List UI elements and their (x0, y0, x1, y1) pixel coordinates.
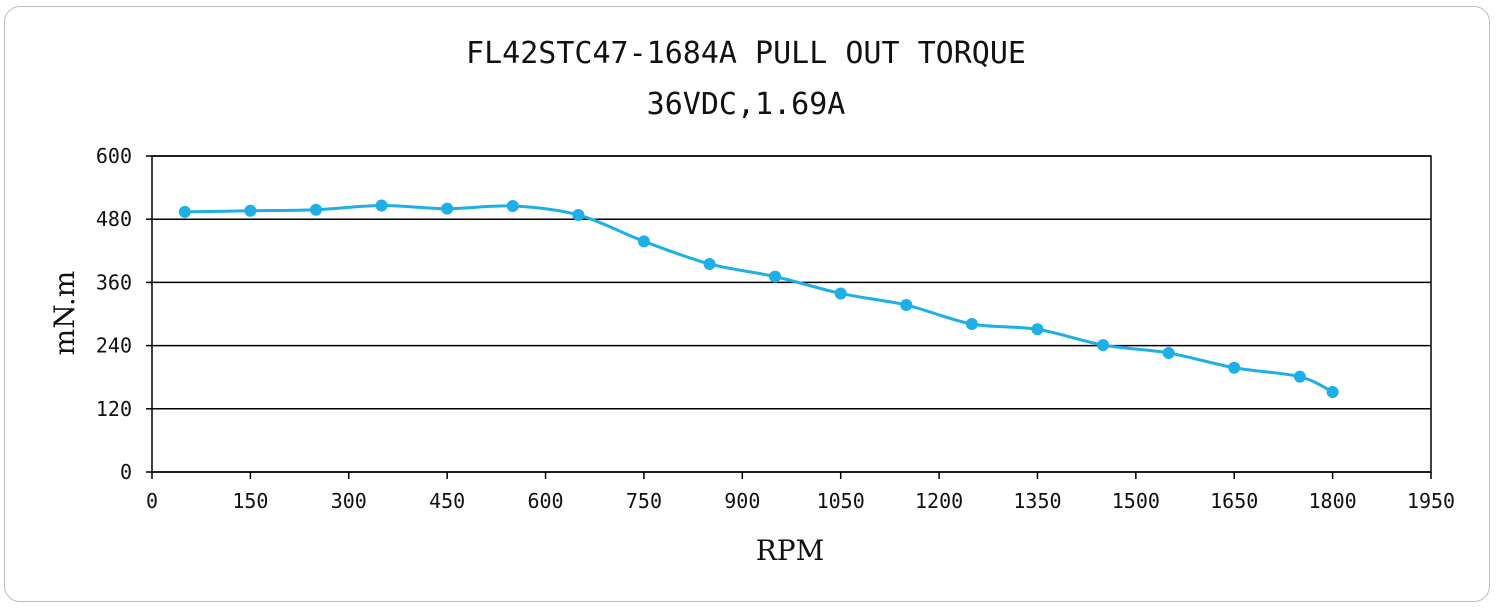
x-tick-label: 1650 (1210, 489, 1258, 513)
plot-area (151, 155, 1432, 473)
x-tick-label: 1200 (915, 489, 963, 513)
y-tick-label: 600 (96, 144, 132, 168)
data-point (1031, 323, 1044, 336)
data-point (375, 199, 388, 212)
y-tick-label: 0 (120, 460, 132, 484)
data-point (1293, 370, 1306, 383)
x-tick-label: 900 (724, 489, 760, 513)
data-point (309, 203, 322, 216)
data-point (769, 270, 782, 283)
x-tick-label: 600 (527, 489, 563, 513)
x-tick-label: 0 (146, 489, 158, 513)
chart-subtitle: 36VDC,1.69A (647, 87, 846, 122)
torque-curve (184, 204, 1334, 394)
x-tick-label: 450 (429, 489, 465, 513)
x-tick-label: 1500 (1112, 489, 1160, 513)
x-tick-label: 1050 (817, 489, 865, 513)
x-tick-label: 1950 (1407, 489, 1455, 513)
x-axis: 0 150 300 450 600 750 900 1050 1200 1350 1500 1650 1… (146, 472, 1455, 513)
y-tick-label: 480 (96, 207, 132, 231)
x-tick-label: 1350 (1013, 489, 1061, 513)
data-point (244, 204, 257, 217)
y-tick-label: 360 (96, 270, 132, 294)
data-point (900, 299, 913, 312)
x-tick-label: 300 (331, 489, 367, 513)
data-point (1097, 339, 1110, 352)
data-point (178, 205, 191, 218)
y-axis-label: mN.m (48, 271, 81, 356)
y-tick-label: 120 (96, 397, 132, 421)
chart-title: FL42STC47-1684A PULL OUT TORQUE (466, 36, 1026, 71)
data-point (1228, 361, 1241, 374)
data-point (637, 235, 650, 248)
x-tick-label: 750 (626, 489, 662, 513)
data-point (572, 208, 585, 221)
data-point (1326, 385, 1339, 398)
y-axis: 0 120 240 360 480 600 (96, 144, 152, 484)
gridlines (152, 155, 1431, 473)
y-tick-label: 240 (96, 334, 132, 358)
data-point (441, 202, 454, 215)
data-points (178, 199, 1339, 398)
chart-frame (4, 6, 1490, 602)
data-point (965, 318, 978, 331)
data-point (703, 257, 716, 270)
x-tick-label: 1800 (1309, 489, 1357, 513)
x-tick-label: 150 (232, 489, 268, 513)
data-point (834, 287, 847, 300)
data-point (1162, 346, 1175, 359)
x-axis-label: RPM (756, 534, 825, 567)
data-point (506, 200, 519, 213)
